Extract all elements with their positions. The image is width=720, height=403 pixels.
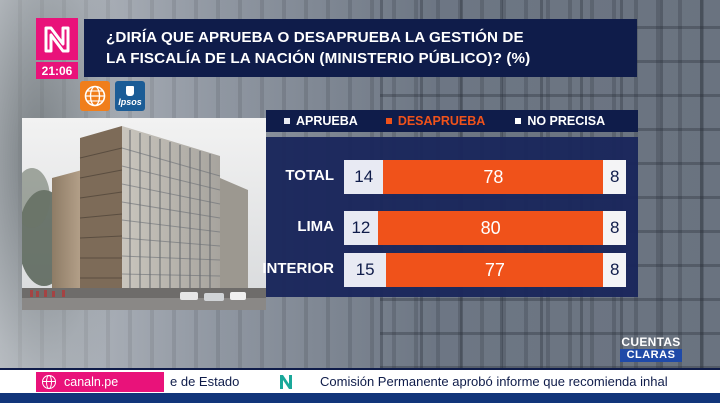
bar-segment-no-precisa: 8 bbox=[603, 253, 626, 287]
chart-legend: APRUEBA DESAPRUEBA NO PRECISA bbox=[266, 110, 638, 132]
survey-question-title: ¿DIRÍA QUE APRUEBA O DESAPRUEBA LA GESTI… bbox=[84, 19, 637, 77]
cuentas-claras-logo: CUENTAS CLARAS bbox=[614, 336, 688, 364]
chart-panel: TOTAL 14 78 8 LIMA 12 80 8 INTERIOR 15 77 8 bbox=[262, 137, 638, 297]
stacked-bar-lima: 12 80 8 bbox=[344, 211, 626, 245]
canal-n-logo-icon bbox=[36, 18, 78, 60]
title-line-2: LA FISCALÍA DE LA NACIÓN (MINISTERIO PÚB… bbox=[106, 50, 531, 67]
program-name-line-2: CLARAS bbox=[620, 349, 682, 362]
legend-item-desaprueba: DESAPRUEBA bbox=[385, 114, 486, 128]
legend-swatch bbox=[284, 118, 290, 124]
legend-item-no-precisa: NO PRECISA bbox=[515, 114, 605, 128]
bar-segment-aprueba: 15 bbox=[344, 253, 387, 287]
canal-n-small-logo-icon bbox=[278, 373, 294, 391]
ipsos-logo-icon: Ipsos bbox=[115, 81, 145, 111]
bar-segment-desaprueba: 78 bbox=[383, 160, 604, 194]
building-photo bbox=[22, 118, 266, 310]
category-label-total: TOTAL bbox=[285, 167, 334, 184]
bar-segment-desaprueba: 77 bbox=[386, 253, 604, 287]
category-label-lima: LIMA bbox=[297, 218, 334, 235]
site-badge[interactable]: canaln.pe bbox=[36, 372, 164, 392]
ipsos-logo-text: Ipsos bbox=[118, 96, 142, 107]
legend-label: NO PRECISA bbox=[527, 114, 606, 128]
legend-label: DESAPRUEBA bbox=[397, 114, 486, 128]
program-name-line-1: CUENTAS bbox=[621, 335, 681, 349]
america-logo-icon bbox=[80, 81, 110, 111]
site-url: canaln.pe bbox=[64, 375, 119, 389]
globe-icon bbox=[42, 375, 56, 389]
news-ticker: canaln.pe e de Estado Comisión Permanent… bbox=[0, 368, 720, 393]
ipsos-mark bbox=[126, 85, 134, 96]
bottom-bar bbox=[0, 393, 720, 403]
ticker-text-left: e de Estado bbox=[170, 374, 240, 389]
bar-segment-no-precisa: 8 bbox=[603, 160, 626, 194]
bar-segment-no-precisa: 8 bbox=[603, 211, 626, 245]
stacked-bar-total: 14 78 8 bbox=[344, 160, 626, 194]
legend-swatch bbox=[385, 118, 392, 124]
legend-item-aprueba: APRUEBA bbox=[284, 114, 358, 128]
legend-swatch bbox=[515, 118, 522, 124]
bar-segment-aprueba: 12 bbox=[344, 211, 378, 245]
clock: 21:06 bbox=[36, 62, 78, 79]
ticker-text-right: Comisión Permanente aprobó informe que r… bbox=[320, 374, 668, 389]
legend-label: APRUEBA bbox=[296, 114, 358, 128]
category-label-interior: INTERIOR bbox=[262, 260, 334, 277]
bar-segment-aprueba: 14 bbox=[344, 160, 384, 194]
stacked-bar-interior: 15 77 8 bbox=[344, 253, 626, 287]
title-line-1: ¿DIRÍA QUE APRUEBA O DESAPRUEBA LA GESTI… bbox=[106, 29, 524, 46]
bar-segment-desaprueba: 80 bbox=[377, 211, 604, 245]
